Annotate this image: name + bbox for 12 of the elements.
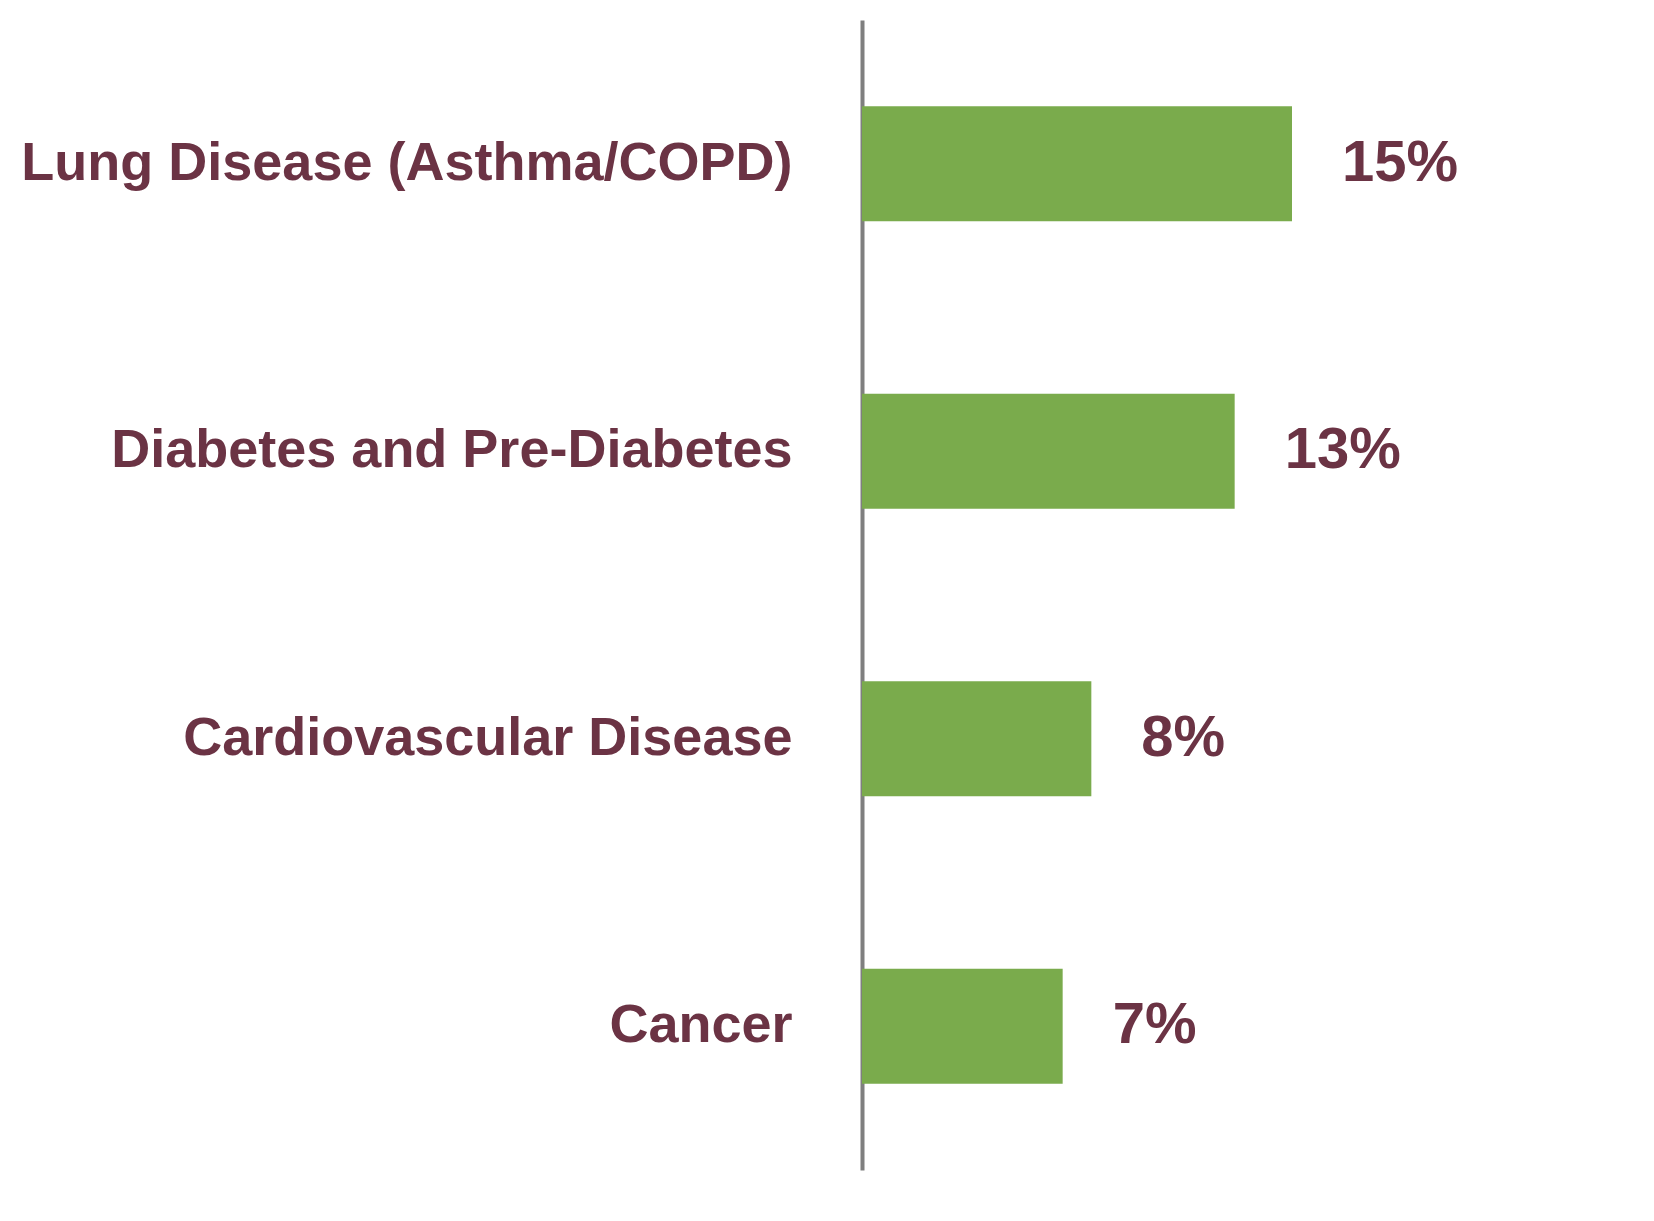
data-label: 8% [1141,702,1226,768]
bar [862,393,1235,509]
bar [862,681,1092,797]
y-tick-label: Diabetes and Pre-Diabetes [111,418,793,479]
data-label: 13% [1284,415,1401,481]
data-label: 15% [1342,127,1459,193]
bar [862,968,1063,1084]
data-label: 7% [1112,990,1197,1056]
y-tick-label: Lung Disease (Asthma/COPD) [21,130,793,191]
y-tick-label: Cardiovascular Disease [183,705,793,766]
bar [862,106,1292,222]
y-tick-label: Cancer [609,993,793,1054]
